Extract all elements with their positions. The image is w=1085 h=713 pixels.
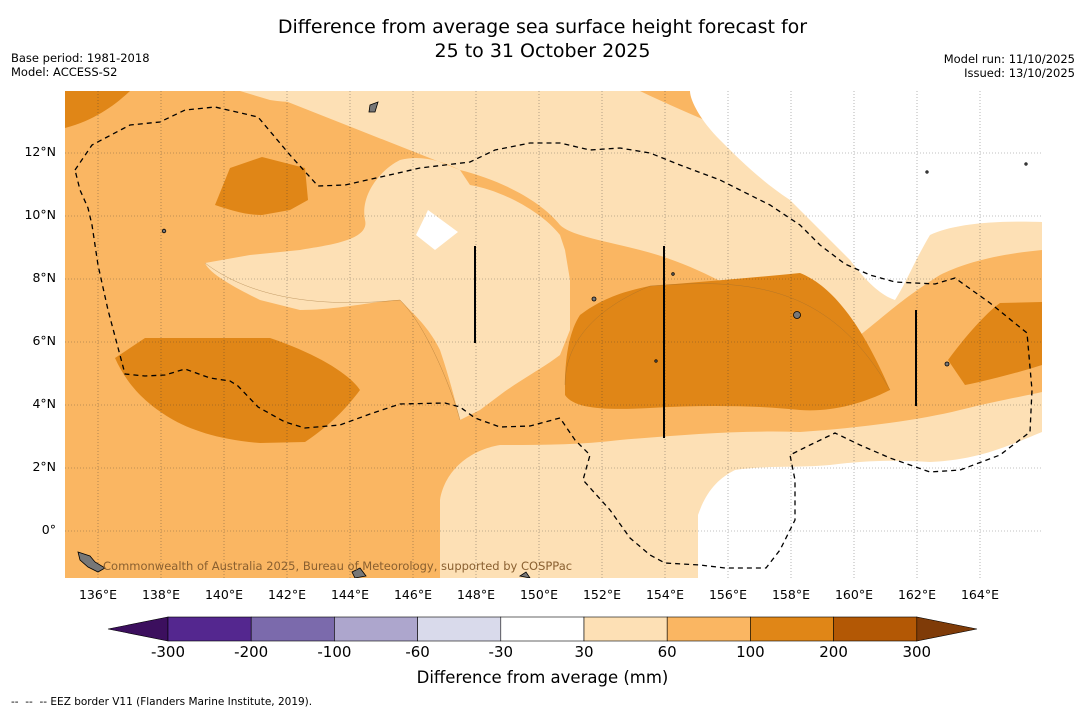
lon-tick-label: 148°E bbox=[456, 587, 495, 602]
eez-footnote: -- -- -- EEZ border V11 (Flanders Marine… bbox=[11, 696, 313, 708]
lat-tick-label: 4°N bbox=[32, 396, 56, 411]
lat-tick-label: 6°N bbox=[32, 333, 56, 348]
colorbar-tick-label: 30 bbox=[574, 643, 594, 661]
high-anomaly-east bbox=[565, 273, 890, 411]
colorbar-tick-label: -100 bbox=[317, 643, 352, 661]
title-line-2: 25 to 31 October 2025 bbox=[434, 40, 651, 62]
meta-right: Model run: 11/10/2025 Issued: 13/10/2025 bbox=[944, 52, 1075, 80]
issued-date: Issued: 13/10/2025 bbox=[964, 66, 1075, 80]
lon-tick-label: 152°E bbox=[582, 587, 621, 602]
lon-tick-label: 142°E bbox=[267, 587, 306, 602]
base-period: Base period: 1981-2018 bbox=[11, 51, 150, 65]
islands bbox=[77, 101, 1028, 578]
island-small-4 bbox=[1024, 162, 1028, 166]
model-name: Model: ACCESS-S2 bbox=[11, 65, 118, 79]
light-anomaly-top bbox=[240, 91, 345, 102]
lat-tick-label: 10°N bbox=[24, 207, 56, 222]
colorbar-segment bbox=[250, 616, 335, 642]
colorbar-tick-label: -30 bbox=[488, 643, 514, 661]
colorbar-segment bbox=[583, 616, 668, 642]
lon-tick-label: 140°E bbox=[204, 587, 243, 602]
colorbar-segment bbox=[417, 616, 502, 642]
colorbar-segment bbox=[167, 616, 252, 642]
colorbar-tick-label: -60 bbox=[405, 643, 430, 661]
chart-title: Difference from average sea surface heig… bbox=[0, 15, 1085, 63]
meta-left: Base period: 1981-2018 Model: ACCESS-S2 bbox=[11, 51, 150, 79]
lat-tick-label: 8°N bbox=[32, 270, 56, 285]
lat-tick-label: 12°N bbox=[24, 144, 56, 159]
island-north bbox=[368, 101, 379, 113]
lon-tick-label: 156°E bbox=[708, 587, 747, 602]
colorbar-segment bbox=[750, 616, 834, 642]
neutral-patch bbox=[416, 210, 458, 250]
map-area bbox=[65, 91, 1042, 578]
lon-tick-label: 144°E bbox=[330, 587, 369, 602]
gridlines bbox=[65, 91, 1042, 578]
island-chuuk bbox=[591, 296, 597, 302]
island-south-east bbox=[518, 571, 531, 578]
colorbar bbox=[107, 616, 978, 642]
colorbar-tick-label: 200 bbox=[819, 643, 848, 661]
island-south bbox=[351, 567, 367, 578]
island-palau bbox=[161, 228, 167, 234]
colorbar-segment bbox=[833, 616, 918, 642]
lon-tick-label: 154°E bbox=[645, 587, 684, 602]
contour-lines bbox=[204, 262, 891, 421]
colorbar-segment bbox=[666, 616, 751, 642]
lon-tick-label: 136°E bbox=[78, 587, 117, 602]
colorbar-title: Difference from average (mm) bbox=[416, 668, 669, 687]
lon-tick-label: 158°E bbox=[771, 587, 810, 602]
neutral-region-southeast bbox=[698, 432, 1042, 578]
lon-tick-label: 160°E bbox=[834, 587, 873, 602]
lat-tick-label: 2°N bbox=[32, 459, 56, 474]
high-anomaly-west bbox=[115, 338, 360, 443]
high-anomaly-northwest bbox=[215, 157, 308, 215]
island-pohnpei bbox=[793, 311, 801, 319]
high-anomaly-farEast bbox=[948, 302, 1042, 385]
colorbar-extend-low bbox=[107, 616, 169, 642]
title-line-1: Difference from average sea surface heig… bbox=[277, 16, 808, 38]
colorbar-segment bbox=[500, 616, 585, 642]
island-small-3 bbox=[925, 170, 929, 174]
neutral-region-east bbox=[690, 91, 1042, 300]
model-run: Model run: 11/10/2025 bbox=[943, 52, 1075, 66]
island-small-1 bbox=[671, 272, 675, 276]
light-anomaly-north bbox=[205, 91, 1042, 420]
colorbar-extend-high bbox=[916, 616, 978, 642]
colorbar-tick-label: 300 bbox=[902, 643, 932, 661]
colorbar-segment bbox=[334, 616, 418, 642]
map-credit: Commonwealth of Australia 2025, Bureau o… bbox=[103, 559, 572, 573]
lon-tick-label: 164°E bbox=[960, 587, 999, 602]
vertical-markers bbox=[474, 246, 917, 438]
lon-tick-label: 146°E bbox=[393, 587, 432, 602]
lon-tick-label: 162°E bbox=[897, 587, 936, 602]
lon-tick-label: 138°E bbox=[141, 587, 180, 602]
island-small-2 bbox=[654, 359, 658, 363]
colorbar-tick-label: 60 bbox=[657, 643, 677, 661]
lon-tick-label: 150°E bbox=[519, 587, 558, 602]
colorbar-tick-label: 100 bbox=[736, 643, 765, 661]
island-kosrae bbox=[944, 361, 950, 367]
colorbar-tick-label: -200 bbox=[234, 643, 269, 661]
colorbar-tick-label: -300 bbox=[150, 643, 186, 661]
island-new-guinea-tip bbox=[77, 551, 106, 573]
lat-tick-label: 0° bbox=[41, 522, 56, 537]
high-anomaly-farwest bbox=[65, 91, 130, 128]
